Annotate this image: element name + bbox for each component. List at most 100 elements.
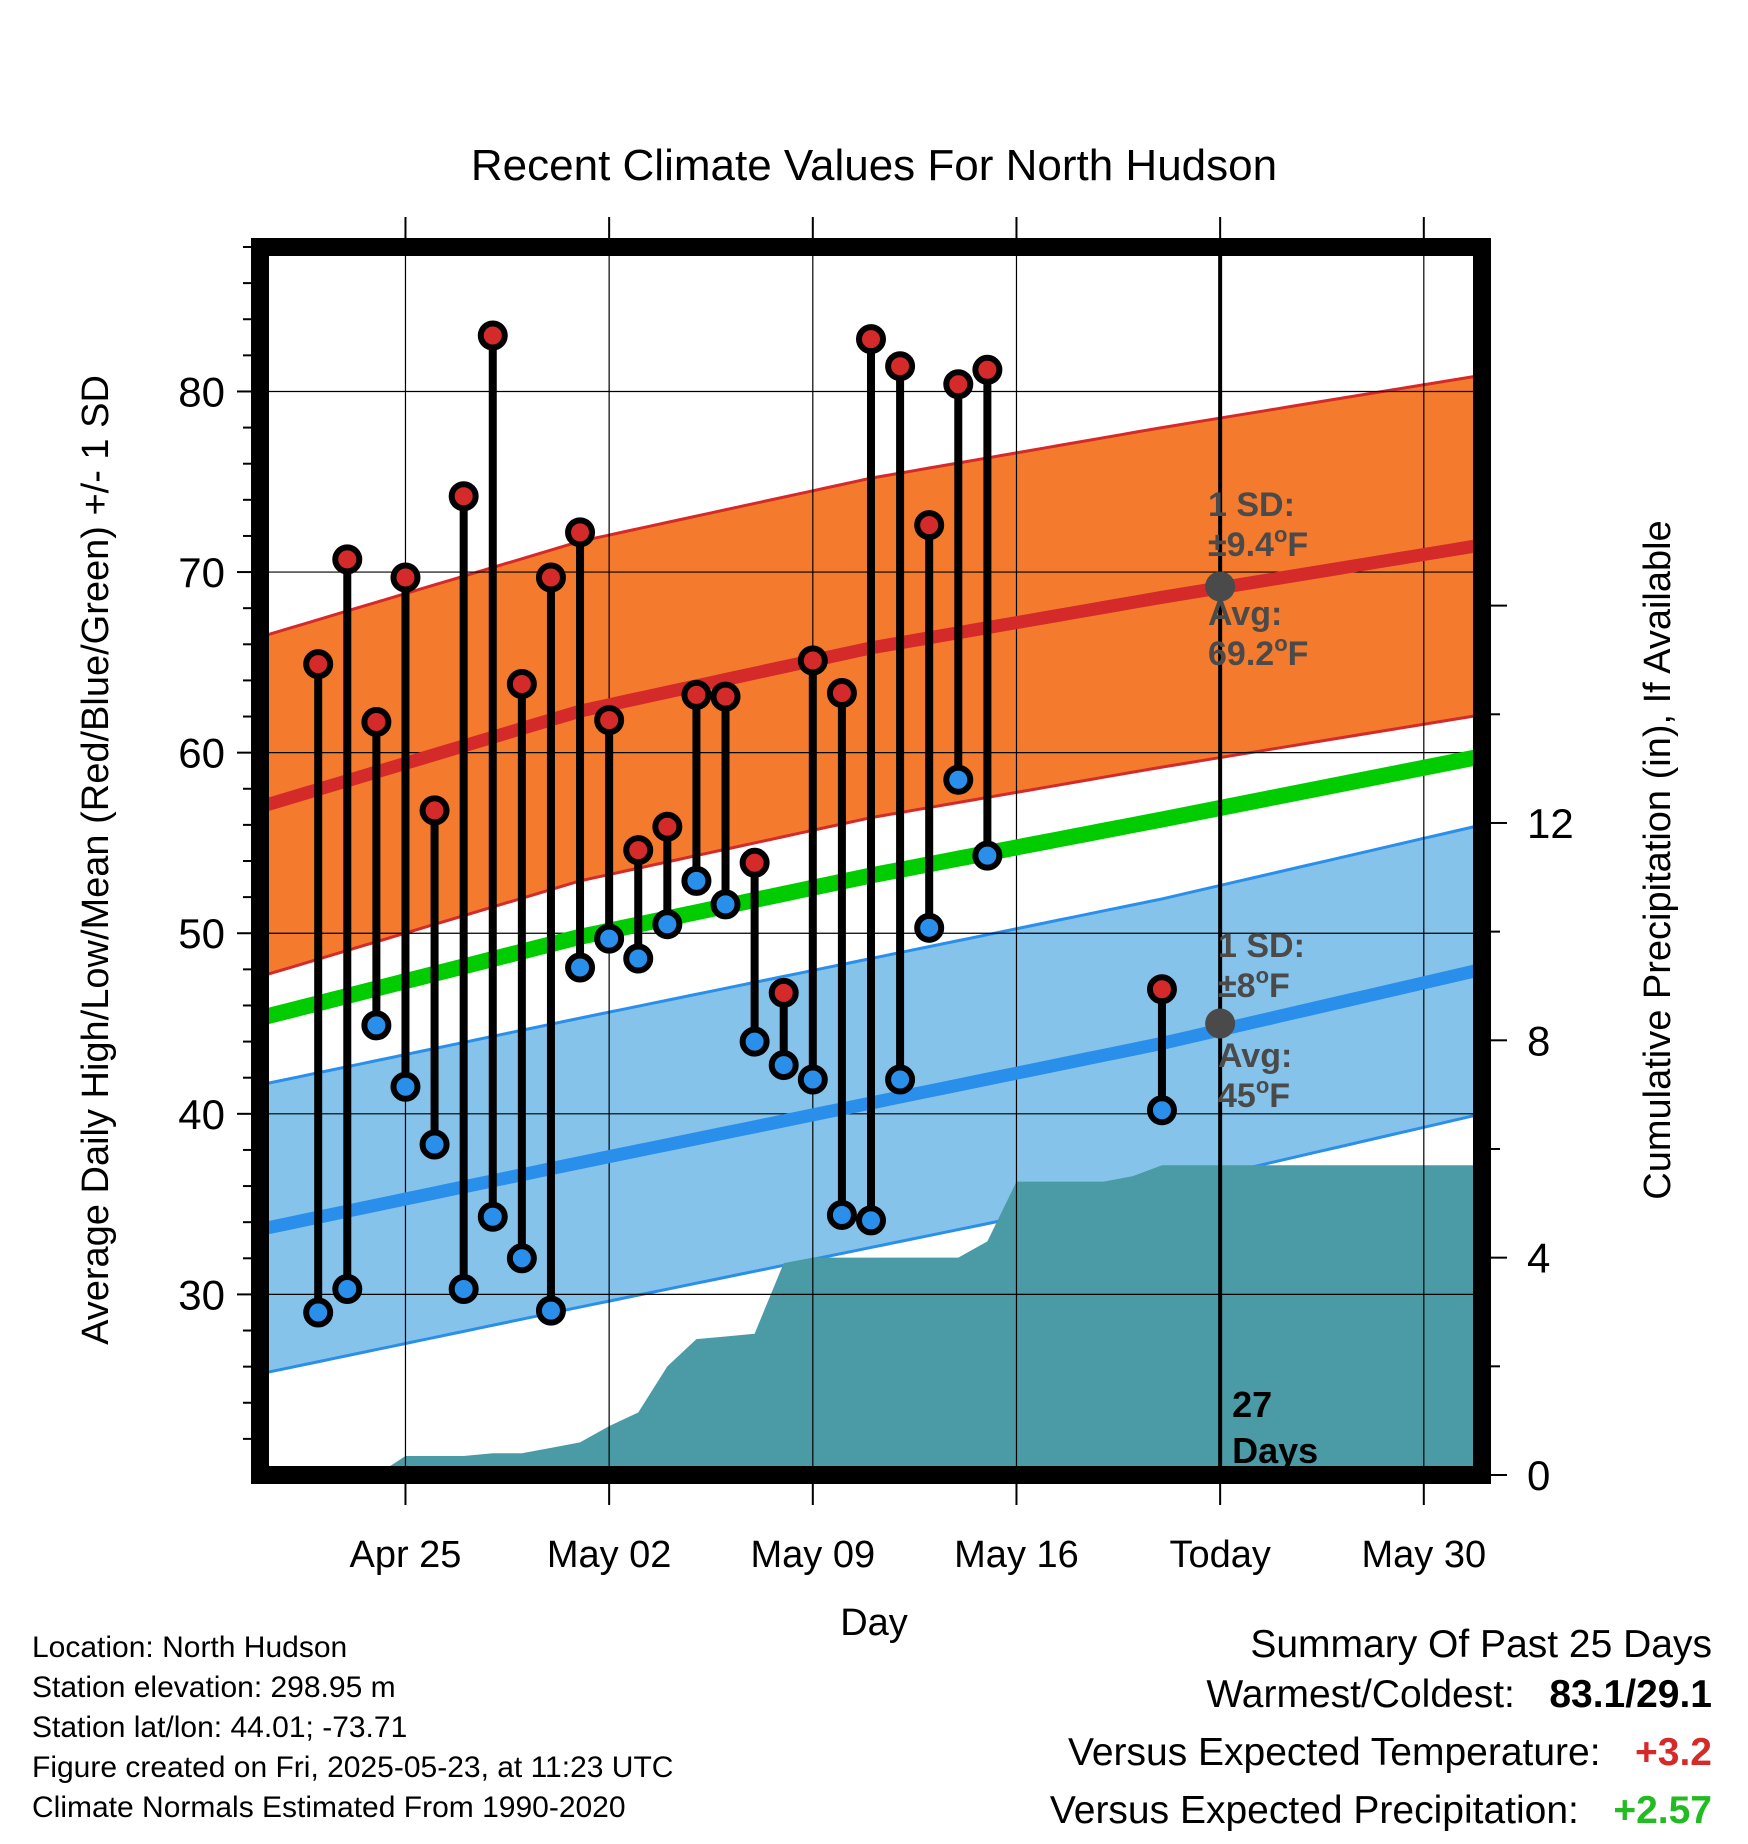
daily-low-point	[332, 1273, 363, 1304]
x-tick-label: Apr 25	[349, 1534, 461, 1576]
low-normal-annotation-text: ±8oF	[1218, 963, 1290, 1005]
daily-high-point	[506, 669, 537, 700]
daily-low-point	[361, 1010, 392, 1041]
high-normal-annotation-avg-marker	[1205, 571, 1236, 602]
x-tick-label: May 09	[750, 1534, 875, 1576]
temp-departure-value: +3.2	[1635, 1731, 1712, 1774]
high-normal-annotation-text: 69.2oF	[1208, 631, 1308, 673]
high-normal-annotation-text: 1 SD:	[1208, 486, 1295, 524]
today-days-label-2: Days	[1232, 1430, 1318, 1471]
daily-low-point	[797, 1064, 828, 1095]
daily-high-point	[797, 645, 828, 676]
x-tick-label: May 30	[1361, 1534, 1486, 1576]
daily-low-point	[943, 764, 974, 795]
daily-high-point	[681, 679, 712, 710]
daily-low-point	[914, 912, 945, 943]
daily-high-point	[419, 795, 450, 826]
daily-low-point	[652, 909, 683, 940]
daily-observations	[303, 320, 1177, 1328]
daily-high-point	[390, 562, 421, 593]
y-tick-label: 30	[178, 1271, 225, 1318]
daily-low-point	[594, 923, 625, 954]
x-axis-label: Day	[840, 1602, 908, 1644]
daily-low-point	[303, 1297, 334, 1328]
low-normal-annotation-text: 45oF	[1218, 1073, 1290, 1115]
daily-high-point	[652, 811, 683, 842]
warm-cold-value: 83.1/29.1	[1549, 1673, 1712, 1716]
daily-low-point	[710, 889, 741, 920]
daily-high-point	[972, 354, 1003, 385]
daily-high-point	[768, 977, 799, 1008]
y-tick-label: 50	[178, 910, 225, 957]
daily-high-point	[856, 324, 886, 355]
today-days-label: 27	[1232, 1384, 1272, 1425]
low-normal-annotation-avg-marker	[1205, 1008, 1236, 1039]
precip-departure-label: Versus Expected Precipitation:	[1049, 1789, 1579, 1832]
daily-high-point	[739, 847, 770, 878]
daily-high-point	[565, 517, 596, 548]
daily-low-point	[885, 1064, 916, 1095]
y-axis-label: Average Daily High/Low/Mean (Red/Blue/Gr…	[75, 375, 117, 1345]
x-tick-label: May 16	[954, 1534, 1079, 1576]
daily-high-point	[303, 649, 334, 680]
precipitation-area	[376, 1165, 1482, 1475]
daily-low-point	[623, 943, 654, 974]
daily-high-point	[535, 562, 566, 593]
daily-low-point	[972, 840, 1003, 871]
daily-low-point	[739, 1026, 770, 1057]
latlon-text: Station lat/lon: 44.01; -73.71	[32, 1711, 408, 1744]
daily-high-point	[361, 706, 392, 737]
high-normal-annotation-text: Avg:	[1208, 595, 1282, 633]
daily-low-point	[448, 1273, 479, 1304]
y-tick-label: 40	[178, 1091, 225, 1138]
daily-low-point	[390, 1071, 421, 1102]
daily-low-point	[826, 1199, 857, 1230]
plot-frame	[251, 238, 1491, 1484]
daily-high-point	[885, 351, 916, 382]
daily-low-point	[419, 1129, 450, 1160]
daily-low-point	[1146, 1095, 1177, 1126]
low-normal-annotation-text: Avg:	[1218, 1037, 1292, 1075]
normals-text: Climate Normals Estimated From 1990-2020	[32, 1791, 626, 1824]
daily-high-point	[448, 481, 479, 512]
daily-low-point	[506, 1243, 537, 1274]
daily-high-point	[826, 678, 857, 709]
created-text: Figure created on Fri, 2025-05-23, at 11…	[32, 1751, 674, 1784]
low-sd-band-lower-edge	[260, 1112, 1482, 1376]
summary-title: Summary Of Past 25 Days	[1250, 1623, 1712, 1666]
high-normal-annotation-text: ±9.4oF	[1208, 522, 1308, 564]
station-info: Location: North Hudson Station elevation…	[32, 1628, 673, 1828]
chart-title: Recent Climate Values For North Hudson	[471, 141, 1277, 190]
daily-high-point	[943, 369, 974, 400]
daily-high-point	[594, 705, 625, 736]
y-tick-label: 70	[178, 549, 225, 596]
precip-departure-value: +2.57	[1613, 1789, 1712, 1832]
daily-high-point	[1146, 974, 1177, 1005]
low-normal-annotation-text: 1 SD:	[1218, 927, 1305, 965]
daily-low-point	[477, 1201, 508, 1232]
daily-low-point	[856, 1205, 886, 1236]
warm-cold-label: Warmest/Coldest:	[1206, 1673, 1515, 1716]
y2-tick-label: 12	[1527, 800, 1574, 847]
daily-low-point	[565, 952, 596, 983]
elevation-text: Station elevation: 298.95 m	[32, 1671, 396, 1704]
location-text: Location: North Hudson	[32, 1631, 348, 1664]
y-tick-label: 60	[178, 730, 225, 777]
y2-tick-label: 8	[1527, 1017, 1550, 1064]
y2-axis-label: Cumulative Precipitation (in), If Availa…	[1637, 520, 1679, 1199]
temp-departure-label: Versus Expected Temperature:	[1067, 1731, 1601, 1774]
daily-low-point	[535, 1295, 566, 1326]
daily-high-point	[914, 510, 945, 541]
daily-low-point	[768, 1050, 799, 1081]
plot-border	[251, 238, 1491, 1484]
daily-low-point	[681, 865, 712, 896]
x-tick-label: May 02	[547, 1534, 672, 1576]
x-tick-label: Today	[1169, 1534, 1270, 1576]
daily-high-point	[623, 835, 654, 866]
y2-tick-label: 0	[1527, 1452, 1550, 1499]
daily-high-point	[332, 544, 363, 575]
y2-tick-label: 4	[1527, 1235, 1550, 1282]
daily-high-point	[710, 681, 741, 712]
